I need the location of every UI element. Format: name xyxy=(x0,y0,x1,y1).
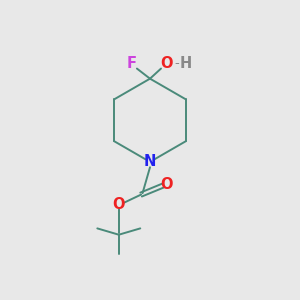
Text: H: H xyxy=(179,56,192,71)
Text: O: O xyxy=(160,177,172,192)
Text: N: N xyxy=(144,154,156,169)
Text: -: - xyxy=(174,57,179,70)
Text: F: F xyxy=(127,56,136,71)
Text: O: O xyxy=(112,197,125,212)
Text: O: O xyxy=(160,56,172,71)
